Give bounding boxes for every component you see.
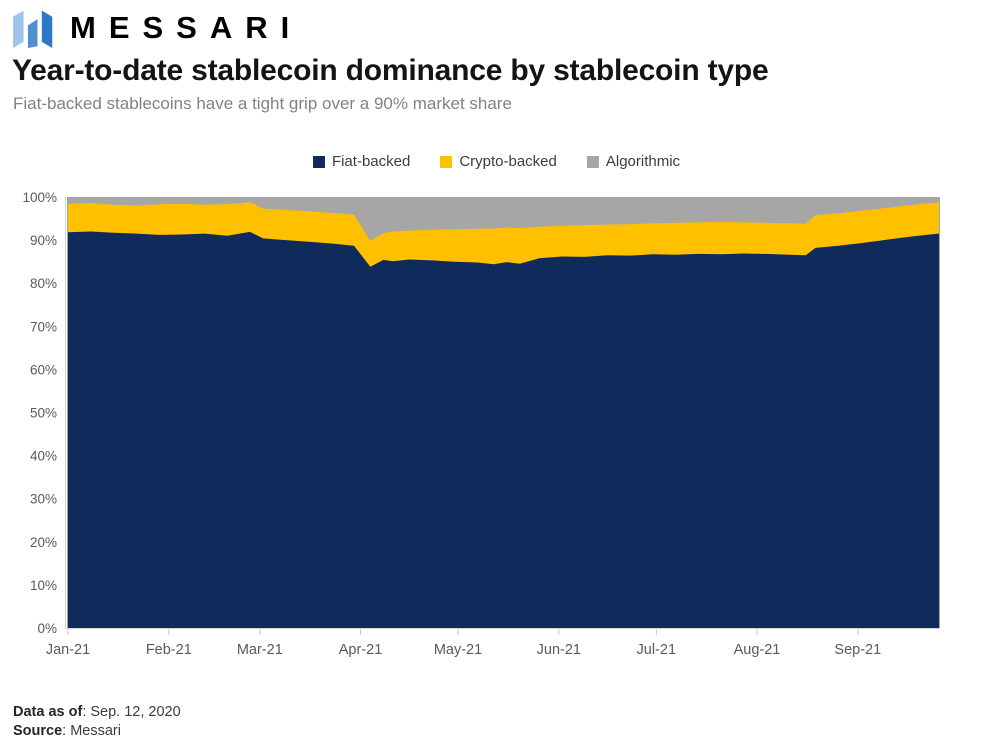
x-tick-label: Mar-21 bbox=[237, 642, 283, 658]
x-tick-label: Jun-21 bbox=[537, 642, 581, 658]
source-line: Source: Messari bbox=[13, 722, 181, 741]
messari-logo-icon bbox=[13, 10, 53, 48]
legend-swatch-icon bbox=[586, 155, 599, 168]
y-tick-label: 40% bbox=[30, 449, 57, 464]
source-label: Source bbox=[13, 723, 63, 739]
y-tick-label: 70% bbox=[30, 319, 57, 334]
x-tick-label: Apr-21 bbox=[339, 642, 383, 658]
x-tick-label: May-21 bbox=[434, 642, 482, 658]
x-tick-label: Sep-21 bbox=[834, 642, 881, 658]
y-tick-label: 90% bbox=[30, 233, 57, 248]
y-tick-label: 80% bbox=[30, 276, 57, 291]
y-tick-label: 30% bbox=[30, 492, 57, 507]
y-tick-label: 60% bbox=[30, 362, 57, 377]
x-tick-label: Jul-21 bbox=[637, 642, 677, 658]
page-subtitle: Fiat-backed stablecoins have a tight gri… bbox=[13, 94, 512, 113]
legend-label: Crypto-backed bbox=[459, 153, 557, 170]
legend-item-algorithmic: Algorithmic bbox=[586, 153, 681, 170]
stacked-area-chart: Jan-21 Feb-21 Mar-21 Apr-21 May-21 Jun-21 Jul-… bbox=[22, 190, 940, 658]
legend-label: Algorithmic bbox=[605, 153, 681, 170]
chart-footer: Data as of: Sep. 12, 2020 Source: Messar… bbox=[13, 703, 181, 741]
y-tick-label: 0% bbox=[37, 621, 57, 636]
data-as-of-label: Data as of bbox=[13, 704, 83, 720]
page-title: Year-to-date stablecoin dominance by sta… bbox=[12, 54, 769, 87]
legend-item-fiat-backed: Fiat-backed bbox=[312, 153, 411, 170]
y-tick-label: 10% bbox=[30, 578, 57, 593]
legend-swatch-icon bbox=[440, 155, 453, 168]
legend-label: Fiat-backed bbox=[331, 153, 411, 170]
data-as-of-value: : Sep. 12, 2020 bbox=[82, 704, 181, 720]
legend-swatch-icon bbox=[312, 155, 325, 168]
x-tick-label: Jan-21 bbox=[46, 642, 90, 658]
source-value: : Messari bbox=[62, 723, 121, 739]
chart-area: Jan-21 Feb-21 Mar-21 Apr-21 May-21 Jun-21 Jul-… bbox=[0, 150, 993, 690]
chart-legend: Fiat-backed Crypto-backed Algorithmic bbox=[0, 153, 993, 170]
y-tick-label: 100% bbox=[22, 190, 57, 205]
area-fiat-backed bbox=[68, 231, 939, 628]
y-tick-label: 20% bbox=[30, 535, 57, 550]
data-as-of-line: Data as of: Sep. 12, 2020 bbox=[13, 703, 181, 722]
legend-item-crypto-backed: Crypto-backed bbox=[440, 153, 557, 170]
brand-wordmark: MESSARI bbox=[70, 10, 303, 45]
brand-header: MESSARI bbox=[10, 6, 302, 50]
y-tick-label: 50% bbox=[30, 406, 57, 421]
x-tick-label: Feb-21 bbox=[146, 642, 192, 658]
x-tick-label: Aug-21 bbox=[734, 642, 781, 658]
